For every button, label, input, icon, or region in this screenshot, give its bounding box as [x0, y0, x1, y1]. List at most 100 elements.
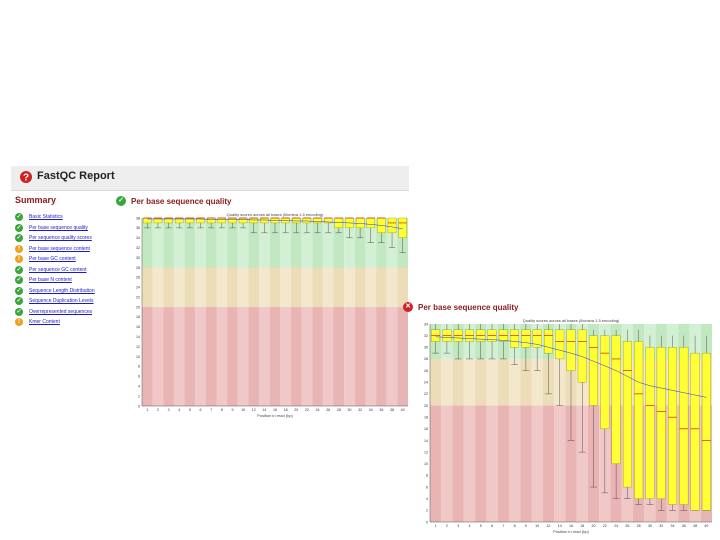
- orange-zone-band: [227, 267, 238, 308]
- y-tick-label: 32: [136, 246, 140, 250]
- x-tick-label: 1: [435, 524, 437, 528]
- summary-link[interactable]: Per base sequence quality: [29, 224, 88, 231]
- orange-zone-band: [269, 267, 281, 308]
- orange-zone-band: [142, 267, 153, 308]
- orange-zone-band: [531, 358, 543, 406]
- chart-caption: Quality scores across all bases (Illumin…: [523, 318, 620, 323]
- red-zone-band: [152, 307, 164, 406]
- red-zone-band: [205, 307, 217, 406]
- quality-box: [387, 217, 397, 233]
- quality-box: [600, 335, 610, 429]
- pass-check-icon: ✓: [15, 234, 23, 243]
- y-tick-label: 16: [424, 427, 428, 431]
- summary-link[interactable]: Per base N content: [29, 277, 72, 284]
- quality-box: [249, 217, 258, 224]
- summary-link[interactable]: Kmer Content: [29, 319, 60, 326]
- quality-box: [366, 217, 375, 229]
- quality-box: [566, 329, 576, 371]
- x-tick-label: 7: [210, 408, 212, 412]
- orange-zone-band: [497, 358, 509, 406]
- summary-link[interactable]: Sequence Duplication Levels: [29, 298, 94, 305]
- quality-box: [679, 347, 689, 505]
- quality-box: [701, 352, 711, 511]
- x-tick-label: 14: [558, 524, 562, 528]
- red-zone-band: [565, 405, 577, 522]
- pass-check-icon: ✓: [15, 307, 23, 316]
- summary-link[interactable]: Basic Statistics: [29, 214, 63, 221]
- green-zone-band: [290, 218, 302, 268]
- x-tick-label: 18: [580, 524, 584, 528]
- x-tick-label: 6: [200, 408, 202, 412]
- green-zone-band: [333, 218, 345, 268]
- red-zone-band: [554, 405, 566, 522]
- summary-item: ! Per base GC content: [15, 254, 125, 265]
- x-tick-label: 12: [252, 408, 256, 412]
- orange-zone-band: [365, 267, 377, 308]
- orange-zone-band: [195, 267, 206, 308]
- orange-zone-band: [508, 358, 521, 406]
- red-zone-band: [259, 307, 270, 406]
- green-zone-band: [312, 218, 323, 268]
- quality-box: [217, 217, 226, 224]
- quality-chart-good: Quality scores across all bases (Illumin…: [136, 212, 408, 418]
- summary-item: ✓ Per base N content: [15, 275, 125, 286]
- green-zone-band: [195, 218, 206, 268]
- fastqc-logo-icon: ?: [20, 171, 32, 184]
- summary-link[interactable]: Sequence Length Distribution: [29, 287, 95, 294]
- x-tick-label: 36: [379, 408, 383, 412]
- report-header: ? FastQC Report: [11, 166, 409, 191]
- x-tick-label: 8: [221, 408, 223, 412]
- y-tick-label: 16: [136, 325, 140, 329]
- x-tick-label: 1: [146, 408, 148, 412]
- red-zone-band: [365, 307, 377, 406]
- red-zone-band: [452, 405, 464, 522]
- y-tick-label: 34: [424, 322, 428, 326]
- red-zone-band: [531, 405, 543, 522]
- quality-box: [634, 341, 644, 499]
- y-tick-label: 30: [424, 346, 428, 350]
- x-tick-label: 28: [637, 524, 641, 528]
- y-tick-label: 6: [138, 375, 140, 379]
- y-tick-label: 4: [138, 385, 140, 389]
- green-zone-band: [163, 218, 174, 268]
- quality-box: [668, 347, 677, 505]
- green-zone-band: [216, 218, 228, 268]
- x-tick-label: 10: [241, 408, 245, 412]
- quality-chart-bad: Quality scores across all bases (Illumin…: [424, 318, 712, 534]
- panel-good-title[interactable]: Per base sequence quality: [131, 196, 232, 206]
- quality-box: [656, 347, 666, 499]
- quality-box: [228, 217, 237, 224]
- pass-check-icon: ✓: [15, 297, 23, 306]
- panel-bad-title[interactable]: Per base sequence quality: [418, 302, 519, 312]
- orange-zone-band: [333, 267, 345, 308]
- orange-zone-band: [354, 267, 366, 308]
- orange-zone-band: [173, 267, 185, 308]
- x-tick-label: 20: [294, 408, 298, 412]
- fail-cross-icon: ✕: [403, 302, 413, 312]
- pass-check-icon: ✓: [15, 276, 23, 285]
- red-zone-band: [269, 307, 281, 406]
- summary-link[interactable]: Per sequence GC content: [29, 266, 87, 273]
- summary-item: ✓ Per sequence quality scores: [15, 233, 125, 244]
- orange-zone-band: [205, 267, 217, 308]
- mean-line: [435, 336, 707, 398]
- x-tick-label: 3: [168, 408, 170, 412]
- x-tick-label: 26: [625, 524, 629, 528]
- summary-link[interactable]: Per base GC content: [29, 256, 76, 263]
- y-tick-label: 18: [136, 315, 140, 319]
- summary-link[interactable]: Per base sequence content: [29, 245, 90, 252]
- quality-box: [532, 329, 542, 348]
- summary-link[interactable]: Per sequence quality scores: [29, 235, 92, 242]
- y-tick-label: 36: [136, 226, 140, 230]
- orange-zone-band: [344, 267, 355, 308]
- green-zone-band: [248, 218, 260, 268]
- red-zone-band: [475, 405, 487, 522]
- orange-zone-band: [301, 267, 313, 308]
- orange-zone-band: [312, 267, 323, 308]
- quality-box: [622, 341, 632, 488]
- summary-link[interactable]: Overrepresented sequences: [29, 308, 93, 315]
- x-tick-label: 28: [337, 408, 341, 412]
- green-zone-band: [269, 218, 281, 268]
- orange-zone-band: [475, 358, 487, 406]
- summary-item: ✓ Sequence Duplication Levels: [15, 296, 125, 307]
